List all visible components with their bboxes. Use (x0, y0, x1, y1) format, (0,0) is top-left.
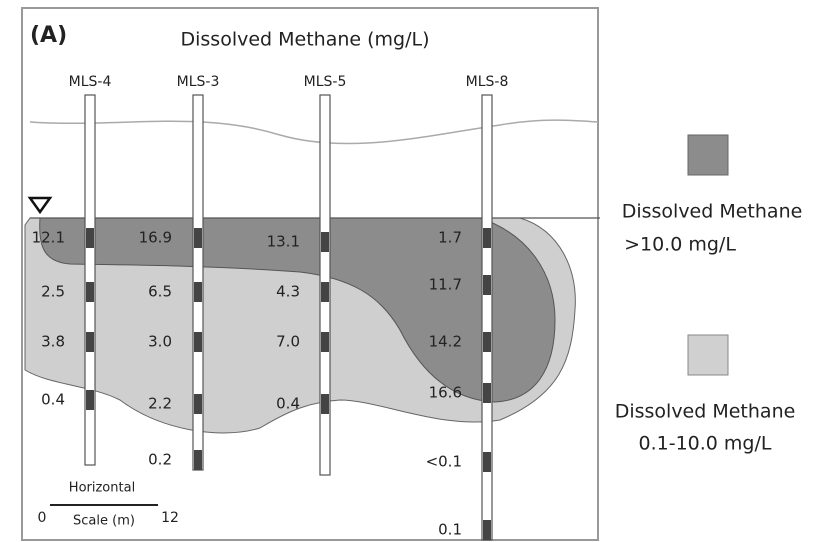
well-label: MLS-4 (69, 74, 112, 90)
well-label: MLS-5 (304, 74, 347, 90)
well-label: MLS-8 (466, 74, 509, 90)
screen (194, 450, 202, 470)
scale-title: Horizontal (69, 481, 135, 496)
legend-text: 0.1-10.0 mg/L (639, 433, 772, 455)
reading: 4.3 (276, 283, 300, 301)
screen (321, 394, 329, 414)
screen (194, 332, 202, 352)
screen (321, 282, 329, 302)
reading: 2.2 (148, 395, 172, 413)
reading: 0.1 (438, 521, 462, 539)
scale-start: 0 (38, 510, 47, 526)
screen (321, 232, 329, 252)
well-casing (482, 95, 492, 540)
legend-swatch-low (688, 335, 728, 375)
reading: 13.1 (267, 233, 300, 251)
screen (194, 228, 202, 248)
screen (86, 390, 94, 410)
reading: 3.0 (148, 333, 172, 351)
reading: 0.4 (41, 391, 65, 409)
water-table-symbol (30, 198, 50, 212)
screen (86, 228, 94, 248)
reading: 7.0 (276, 333, 300, 351)
reading: 0.2 (148, 451, 172, 469)
screen (483, 452, 491, 472)
legend-text: >10.0 mg/L (624, 234, 736, 256)
screen (483, 520, 491, 540)
screen (86, 332, 94, 352)
legend-text: Dissolved Methane (622, 201, 803, 223)
ground-surface (30, 120, 598, 143)
reading: 16.9 (139, 229, 172, 247)
reading: 16.6 (429, 384, 462, 402)
diagram: (A) Dissolved Methane (mg/L) Dissolved M… (0, 0, 823, 542)
legend-swatch-high (688, 135, 728, 175)
reading: 2.5 (41, 283, 65, 301)
screen (483, 275, 491, 295)
screen (483, 383, 491, 403)
reading: 12.1 (32, 229, 65, 247)
reading: 11.7 (429, 276, 462, 294)
screen (194, 282, 202, 302)
screen (194, 394, 202, 414)
reading: <0.1 (426, 453, 462, 471)
screen (483, 228, 491, 248)
screen (321, 332, 329, 352)
screen (483, 332, 491, 352)
reading: 6.5 (148, 283, 172, 301)
scale-label: Scale (m) (73, 514, 135, 529)
well-label: MLS-3 (177, 74, 220, 90)
reading: 0.4 (276, 395, 300, 413)
legend-text: Dissolved Methane (615, 401, 796, 423)
reading: 14.2 (429, 333, 462, 351)
reading: 1.7 (438, 229, 462, 247)
screen (86, 282, 94, 302)
scale-end: 12 (161, 510, 179, 526)
title: Dissolved Methane (mg/L) (180, 29, 429, 51)
panel-label: (A) (30, 23, 67, 48)
reading: 3.8 (41, 333, 65, 351)
